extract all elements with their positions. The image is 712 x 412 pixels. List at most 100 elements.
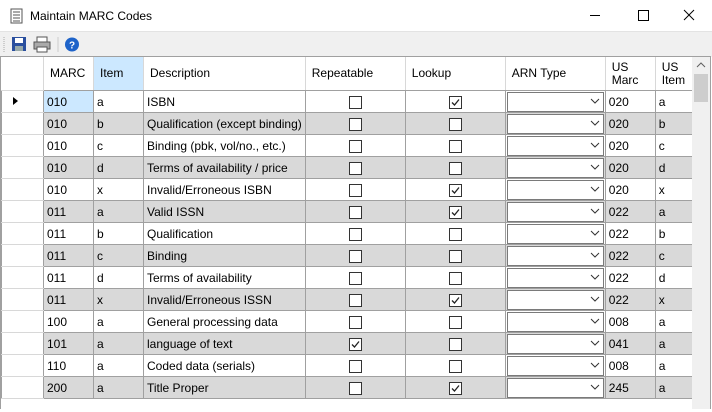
row-header[interactable] <box>1 156 44 179</box>
marc-cell[interactable]: 110 <box>43 354 94 377</box>
item-cell[interactable]: c <box>93 244 144 267</box>
checkbox[interactable] <box>348 139 362 153</box>
column-header[interactable]: MARC <box>43 57 94 91</box>
arn-type-dropdown[interactable] <box>506 355 604 376</box>
row-header[interactable] <box>1 266 44 289</box>
item-cell[interactable]: d <box>93 156 144 179</box>
vertical-scrollbar[interactable] <box>692 57 710 409</box>
checkbox[interactable] <box>348 117 362 131</box>
checkbox[interactable] <box>448 315 462 329</box>
checkbox[interactable] <box>348 95 362 109</box>
arn-type-dropdown[interactable] <box>506 245 604 266</box>
grid-row[interactable]: 101 a language of text 041 a <box>1 332 706 355</box>
checkbox[interactable] <box>448 139 462 153</box>
description-cell[interactable]: Valid ISSN <box>143 200 306 223</box>
description-cell[interactable]: Qualification (except binding) <box>143 112 306 135</box>
checkbox[interactable] <box>348 249 362 263</box>
description-cell[interactable]: Coded data (serials) <box>143 354 306 377</box>
checkbox[interactable] <box>448 161 462 175</box>
row-header[interactable] <box>1 134 44 157</box>
checkbox[interactable] <box>448 249 462 263</box>
marc-cell[interactable]: 010 <box>43 90 94 113</box>
arn-type-dropdown[interactable] <box>506 377 604 398</box>
item-cell[interactable]: a <box>93 332 144 355</box>
checkbox[interactable] <box>448 337 462 351</box>
checkbox[interactable] <box>348 381 362 395</box>
item-cell[interactable]: b <box>93 222 144 245</box>
arn-type-dropdown[interactable] <box>506 179 604 200</box>
checkbox[interactable] <box>448 359 462 373</box>
checkbox[interactable] <box>448 293 462 307</box>
us-marc-cell[interactable]: 245 <box>604 376 656 399</box>
grid-row[interactable]: 011 b Qualification 022 b <box>1 222 706 245</box>
checkbox[interactable] <box>348 183 362 197</box>
column-header[interactable]: Lookup <box>405 57 506 91</box>
row-header[interactable] <box>1 200 44 223</box>
column-header[interactable]: Item <box>93 57 144 91</box>
grid-row[interactable]: 010 x Invalid/Erroneous ISBN 020 x <box>1 178 706 201</box>
description-cell[interactable]: ISBN <box>143 90 306 113</box>
arn-type-dropdown[interactable] <box>506 267 604 288</box>
close-button[interactable] <box>683 9 695 21</box>
marc-cell[interactable]: 010 <box>43 178 94 201</box>
us-marc-cell[interactable]: 020 <box>604 156 656 179</box>
grid-row[interactable]: 200 a Title Proper 245 a <box>1 376 706 399</box>
row-header[interactable] <box>1 178 44 201</box>
checkbox[interactable] <box>448 205 462 219</box>
row-header[interactable] <box>1 112 44 135</box>
grid-row[interactable]: 010 b Qualification (except binding) 020 b <box>1 112 706 135</box>
column-header[interactable]: US Marc <box>605 57 656 91</box>
arn-type-dropdown[interactable] <box>506 113 604 134</box>
scroll-thumb[interactable] <box>694 74 708 102</box>
checkbox[interactable] <box>348 315 362 329</box>
item-cell[interactable]: d <box>93 266 144 289</box>
item-cell[interactable]: b <box>93 112 144 135</box>
description-cell[interactable]: language of text <box>143 332 306 355</box>
arn-type-dropdown[interactable] <box>506 311 604 332</box>
us-marc-cell[interactable]: 008 <box>604 310 656 333</box>
description-cell[interactable]: Terms of availability <box>143 266 306 289</box>
arn-type-dropdown[interactable] <box>506 333 604 354</box>
description-cell[interactable]: Title Proper <box>143 376 306 399</box>
description-cell[interactable]: Invalid/Erroneous ISSN <box>143 288 306 311</box>
grid-row[interactable]: 100 a General processing data 008 a <box>1 310 706 333</box>
arn-type-dropdown[interactable] <box>506 223 604 244</box>
row-header[interactable] <box>1 310 44 333</box>
description-cell[interactable]: Binding (pbk, vol/no., etc.) <box>143 134 306 157</box>
marc-cell[interactable]: 011 <box>43 200 94 223</box>
arn-type-dropdown[interactable] <box>506 91 604 112</box>
item-cell[interactable]: a <box>93 90 144 113</box>
description-cell[interactable]: Invalid/Erroneous ISBN <box>143 178 306 201</box>
us-marc-cell[interactable]: 022 <box>604 288 656 311</box>
row-header[interactable] <box>1 354 44 377</box>
row-header[interactable] <box>1 90 44 113</box>
item-cell[interactable]: a <box>93 310 144 333</box>
us-marc-cell[interactable]: 022 <box>604 222 656 245</box>
row-header[interactable] <box>1 222 44 245</box>
row-header[interactable] <box>1 376 44 399</box>
arn-type-dropdown[interactable] <box>506 201 604 222</box>
us-marc-cell[interactable]: 008 <box>604 354 656 377</box>
us-marc-cell[interactable]: 022 <box>604 266 656 289</box>
us-marc-cell[interactable]: 020 <box>604 112 656 135</box>
column-header[interactable]: Description <box>143 57 306 91</box>
us-marc-cell[interactable]: 041 <box>604 332 656 355</box>
marc-cell[interactable]: 200 <box>43 376 94 399</box>
us-marc-cell[interactable]: 020 <box>604 178 656 201</box>
marc-cell[interactable]: 100 <box>43 310 94 333</box>
checkbox[interactable] <box>348 271 362 285</box>
grid-row[interactable]: 011 c Binding 022 c <box>1 244 706 267</box>
row-header[interactable] <box>1 332 44 355</box>
marc-cell[interactable]: 101 <box>43 332 94 355</box>
checkbox[interactable] <box>348 227 362 241</box>
item-cell[interactable]: a <box>93 200 144 223</box>
checkbox[interactable] <box>448 95 462 109</box>
us-marc-cell[interactable]: 020 <box>604 90 656 113</box>
arn-type-dropdown[interactable] <box>506 289 604 310</box>
column-header[interactable]: ARN Type <box>505 57 606 91</box>
row-header[interactable] <box>1 244 44 267</box>
grid-row[interactable]: 011 d Terms of availability 022 d <box>1 266 706 289</box>
checkbox[interactable] <box>448 227 462 241</box>
item-cell[interactable]: x <box>93 178 144 201</box>
us-marc-cell[interactable]: 022 <box>604 200 656 223</box>
